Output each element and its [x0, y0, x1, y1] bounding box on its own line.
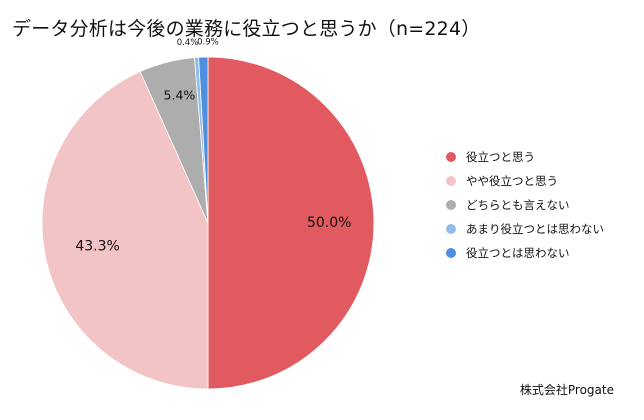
- slice-value-label-1: 43.3%: [75, 239, 119, 255]
- legend-swatch-4: [446, 248, 456, 258]
- legend: 役立つと思うやや役立つと思う どちらとも言えないあまり役立つとは思わない 役立つとは…: [446, 147, 604, 267]
- legend-label-2: どちらとも言えない: [466, 198, 570, 212]
- legend-item-4: 役立つとは思わない: [446, 243, 604, 263]
- legend-item-3: あまり役立つとは思わない: [446, 219, 604, 239]
- slice-value-label-3: 0.4%: [177, 38, 199, 48]
- pie-slice-1: [41, 70, 209, 390]
- slice-value-label-0: 50.0%: [307, 215, 351, 231]
- legend-swatch-1: [446, 176, 456, 186]
- legend-label-1: やや役立つと思う: [466, 174, 558, 188]
- slice-value-label-4: 0.9%: [197, 38, 219, 48]
- legend-item-0: 役立つと思う: [446, 147, 604, 167]
- legend-swatch-3: [446, 224, 456, 234]
- legend-swatch-2: [446, 200, 456, 210]
- legend-swatch-0: [446, 152, 456, 162]
- chart-title: データ分析は今後の業務に役立つと思うか（n=224）: [12, 18, 481, 40]
- pie-slice-0: [207, 56, 375, 390]
- legend-label-0: 役立つと思う: [466, 150, 535, 164]
- credit-text: 株式会社Progate: [519, 383, 614, 397]
- slice-value-label-2: 5.4%: [164, 88, 196, 103]
- pie-slice-4: [198, 56, 209, 224]
- legend-item-2: どちらとも言えない: [446, 195, 604, 215]
- legend-label-3: あまり役立つとは思わない: [466, 222, 604, 236]
- legend-item-1: やや役立つと思う: [446, 171, 604, 191]
- legend-label-4: 役立つとは思わない: [466, 246, 570, 260]
